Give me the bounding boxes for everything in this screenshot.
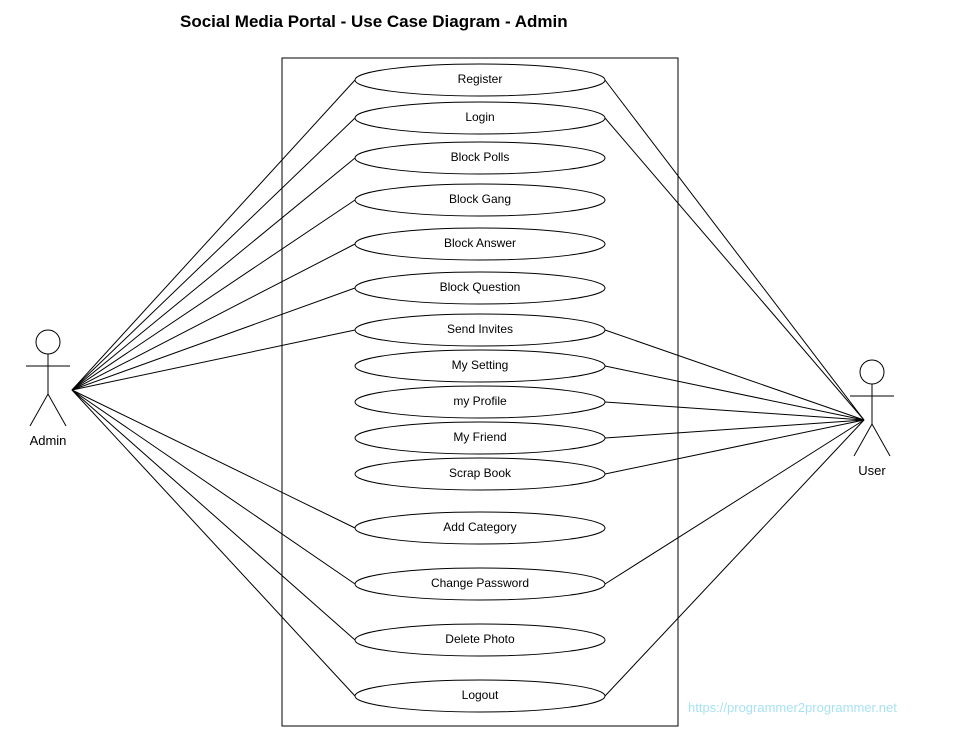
actor-label: User [858,463,886,478]
admin-link: add-category [72,390,355,528]
usecase-add-category: Add Category [355,512,605,544]
user-link: my-profile [605,402,864,420]
usecase-my-profile: my Profile [355,386,605,418]
actor-leg-icon [48,394,66,426]
actor-head-icon [36,330,60,354]
usecase-login: Login [355,102,605,134]
actor-leg-icon [854,424,872,456]
usecase-register: Register [355,64,605,96]
usecase-label: Login [465,110,494,124]
usecase-label: Send Invites [447,322,513,336]
admin-link: block-gang [72,200,355,390]
usecase-label: my Profile [453,394,507,408]
actor-admin: Admin [26,330,70,448]
usecase-block-gang: Block Gang [355,184,605,216]
usecase-label: Register [458,72,503,86]
usecase-label: Delete Photo [445,632,515,646]
actor-leg-icon [30,394,48,426]
usecase-label: Block Answer [444,236,516,250]
usecase-label: My Friend [453,430,506,444]
admin-link: login [72,118,355,390]
usecase-label: Scrap Book [449,466,512,480]
user-link: scrap-book [605,420,864,474]
usecase-scrap-book: Scrap Book [355,458,605,490]
usecase-label: Block Polls [451,150,510,164]
usecase-label: Block Question [440,280,521,294]
actor-head-icon [860,360,884,384]
admin-link: delete-photo [72,390,355,640]
usecase-delete-photo: Delete Photo [355,624,605,656]
admin-link: logout [72,390,355,696]
actor-leg-icon [872,424,890,456]
user-link: logout [605,420,864,696]
use-case-diagram: registerloginblock-pollsblock-gangblock-… [0,0,960,740]
usecase-logout: Logout [355,680,605,712]
watermark-link: https://programmer2programmer.net [688,700,897,715]
usecase-label: Block Gang [449,192,511,206]
usecase-change-password: Change Password [355,568,605,600]
usecase-label: Change Password [431,576,529,590]
usecase-block-answer: Block Answer [355,228,605,260]
admin-link: change-password [72,390,355,584]
admin-link: block-polls [72,158,355,390]
usecase-my-friend: My Friend [355,422,605,454]
user-link: change-password [605,420,864,584]
user-link: register [605,80,864,420]
usecase-my-setting: My Setting [355,350,605,382]
diagram-title: Social Media Portal - Use Case Diagram -… [180,12,568,32]
usecase-send-invites: Send Invites [355,314,605,346]
usecase-label: Logout [462,688,499,702]
usecase-block-question: Block Question [355,272,605,304]
actor-label: Admin [30,433,67,448]
user-link: my-friend [605,420,864,438]
admin-link: register [72,80,355,390]
usecase-block-polls: Block Polls [355,142,605,174]
usecase-label: Add Category [443,520,516,534]
admin-link: block-answer [72,244,355,390]
usecase-label: My Setting [452,358,509,372]
